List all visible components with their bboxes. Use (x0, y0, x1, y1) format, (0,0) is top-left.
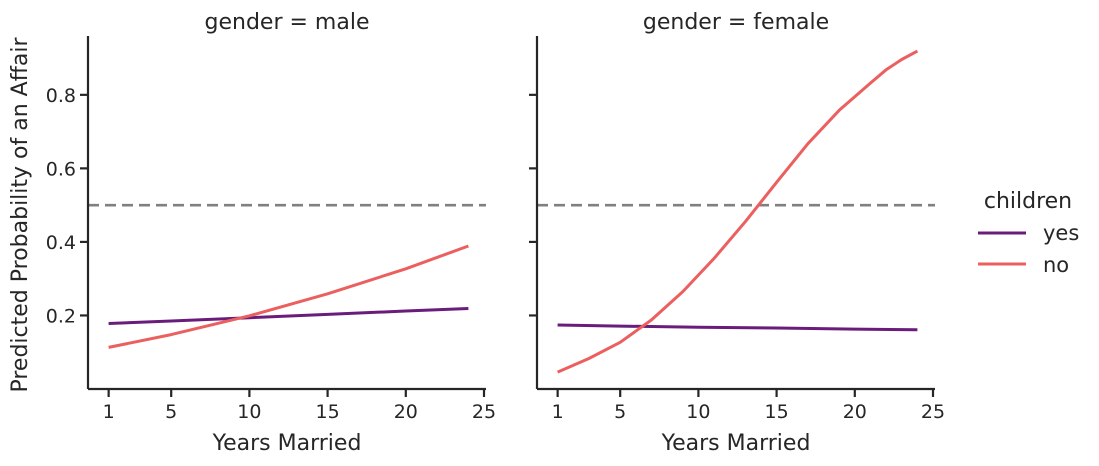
x-tick-label: 1 (103, 401, 115, 423)
y-tick-label: 0.6 (46, 158, 76, 180)
panel-title: gender = male (205, 10, 370, 35)
y-axis-label: Predicted Probability of an Affair (8, 37, 33, 393)
x-tick-label: 20 (843, 401, 867, 423)
x-tick-label: 25 (921, 401, 945, 423)
legend-label-yes: yes (1043, 221, 1079, 245)
x-axis-label: Years Married (212, 431, 362, 456)
series-line-yes (108, 307, 469, 325)
series-line-yes (557, 323, 918, 332)
legend-label-no: no (1043, 253, 1069, 277)
y-tick-label: 0.8 (46, 85, 76, 107)
legend: children yes no (978, 189, 1079, 277)
series-line-no (557, 49, 919, 374)
x-axis-label: Years Married (661, 431, 811, 456)
x-tick-label: 10 (686, 401, 710, 423)
x-tick-label: 5 (165, 401, 177, 423)
x-tick-label: 10 (237, 401, 261, 423)
series-line-no (108, 244, 469, 349)
x-tick-label: 1 (552, 401, 564, 423)
x-tick-label: 5 (614, 401, 626, 423)
x-tick-label: 25 (472, 401, 496, 423)
legend-title: children (984, 189, 1072, 214)
x-tick-label: 20 (394, 401, 418, 423)
panel-title: gender = female (643, 10, 829, 35)
y-tick-label: 0.2 (46, 305, 76, 327)
x-tick-label: 15 (765, 401, 789, 423)
y-tick-label: 0.4 (46, 232, 76, 254)
x-tick-label: 15 (316, 401, 340, 423)
